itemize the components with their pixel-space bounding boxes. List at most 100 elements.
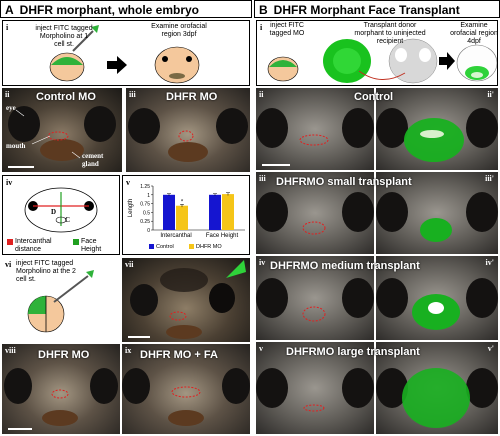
panel-a-i-number: i [6, 23, 9, 32]
category-label: Face Height [206, 233, 239, 239]
panel-a-viii: viii DHFR MO [2, 344, 120, 434]
panel-a-ix-title: DHFR MO + FA [140, 349, 218, 361]
panel-b-iii-title: DHFRMO small transplant [276, 176, 412, 188]
bar [222, 194, 234, 230]
panel-b-v-drawing [256, 368, 374, 412]
panel-b-iii-number: iii [259, 174, 266, 183]
panel-a-iii-number: iii [129, 90, 136, 99]
section-b-header: B DHFR Morphant Face Transplant [254, 0, 500, 18]
panel-b-iii-prime: iii' [376, 172, 498, 254]
panel-a-vi-number: vi [5, 260, 12, 269]
panel-a-ix-drawing [122, 368, 250, 426]
panel-a-vi-drawing [27, 270, 94, 333]
panel-a-vii-number: vii [125, 260, 134, 269]
panel-a-i: i inject FITC tagged Morpholino at 1 cel… [2, 20, 250, 86]
panel-b-i-drawing [267, 38, 497, 84]
section-a-title: DHFR morphant, whole embryo [19, 3, 200, 17]
panel-a-viii-scale-bar [8, 428, 32, 430]
panel-b-v: v [256, 342, 374, 434]
panel-a-ii-number: ii [5, 90, 10, 99]
panel-b-ii-prime: ii' [376, 88, 498, 170]
section-b-letter: B [259, 3, 268, 17]
y-tick-label: 1.25 [140, 184, 150, 190]
bar-chart: 0 0.25 0.5 0.75 1 1.25 Length Intercanthal Face … [128, 184, 245, 250]
legend-label: Control [156, 244, 174, 250]
label-eye: eye [6, 104, 16, 112]
section-a-header: A DHFR morphant, whole embryo [0, 0, 252, 18]
panel-a-vii: vii [122, 258, 250, 342]
panel-b-ii-number: ii [259, 90, 264, 99]
panel-b-iv-number: iv [259, 258, 266, 267]
significance-star: * [181, 199, 184, 205]
bar [209, 194, 221, 230]
legend-intercanthal: Intercanthal distance [15, 238, 52, 253]
panel-a-iv: iv D C Intercanthal distance Face Height [2, 175, 120, 255]
y-tick-label: 0.5 [143, 210, 150, 216]
section-a-letter: A [5, 3, 14, 17]
y-tick-label: 0.25 [140, 219, 150, 225]
panel-a-viii-title: DHFR MO [38, 349, 90, 361]
y-tick-label: 0 [147, 228, 150, 234]
panel-b-iii-prime-number: iii' [485, 174, 494, 183]
panel-a-vi: vi inject FITC tagged Morpholino at the … [2, 258, 120, 342]
panel-a-v: v 0 0.25 0.5 0.75 1 1.25 Length Intercanthal Fac… [122, 175, 250, 255]
panel-b-v-title: DHFRMO large transplant [286, 346, 420, 358]
label-cement-gland: cement gland [82, 152, 104, 168]
panel-a-ix-number: ix [125, 346, 132, 355]
panel-b-ii-prime-drawing [376, 108, 498, 162]
bar [176, 205, 188, 230]
panel-b-v-prime-number: v' [487, 344, 494, 353]
panel-a-ii: ii Control MO eye mouth cement gland [2, 88, 122, 172]
panel-a-i-inject-text: inject FITC tagged Morpholino at 1 cell … [35, 25, 93, 48]
panel-b-v-number: v [259, 344, 263, 353]
panel-b-v-prime-drawing [376, 368, 498, 428]
panel-a-vi-inject-text: inject FITC tagged Morpholino at the 2 c… [16, 260, 76, 283]
panel-b-i: i inject FITC tagged MO Transplant donor… [256, 20, 498, 86]
panel-b-iii: iii [256, 172, 374, 254]
section-b-title: DHFR Morphant Face Transplant [273, 3, 460, 17]
panel-a-iii-drawing [128, 108, 248, 162]
panel-a-ix: ix DHFR MO + FA [122, 344, 250, 434]
y-tick-label: 1 [147, 193, 150, 199]
label-d: D [51, 208, 57, 216]
panel-b-ii-scale-bar [262, 164, 290, 166]
legend-swatch [149, 244, 154, 249]
panel-a-vii-drawing [130, 260, 246, 339]
panel-a-vii-scale-bar [128, 336, 150, 338]
panel-b-ii-title: Control [354, 91, 394, 103]
panel-a-viii-number: viii [5, 346, 16, 355]
panel-a-ii-drawing [8, 106, 116, 161]
panel-a-iv-number: iv [6, 178, 13, 187]
panel-a-iv-drawing [7, 187, 98, 245]
panel-b-i-examine-text: Examine orofacial region 4dpf [450, 22, 498, 45]
panel-b-iv-prime-number: iv' [485, 258, 494, 267]
panel-a-i-examine-text: Examine orofacial region 3dpf [151, 23, 207, 38]
label-c: C [65, 216, 71, 224]
panel-a-i-drawing [49, 25, 200, 84]
panel-b-iii-drawing [256, 192, 374, 235]
panel-b-iv-title: DHFRMO medium transplant [270, 260, 420, 272]
category-label: Intercanthal [160, 233, 191, 239]
panel-b-v-prime: v' [376, 342, 498, 434]
panel-b-iii-prime-drawing [376, 192, 498, 242]
panel-b-ii-prime-number: ii' [487, 90, 494, 99]
panel-b-ii-drawing [256, 108, 374, 148]
panel-a-ii-title: Control MO [36, 91, 96, 103]
panel-b-ii: ii [256, 88, 374, 170]
panel-b-i-number: i [260, 23, 263, 32]
panel-a-iii: iii DHFR MO [126, 88, 250, 172]
panel-b-iv-drawing [256, 278, 374, 322]
bar [163, 194, 175, 230]
panel-a-viii-drawing [4, 368, 118, 426]
panel-b-iv-prime: iv' [376, 256, 498, 340]
panel-a-v-number: v [126, 178, 130, 187]
panel-a-ii-scale-bar [8, 166, 34, 168]
label-mouth: mouth [6, 142, 26, 150]
legend-face-height: Face Height [81, 238, 102, 253]
legend-swatch [189, 244, 194, 249]
panel-b-i-transplant-text: Transplant donor morphant to uninjected … [354, 22, 426, 45]
panel-b-iv: iv [256, 256, 374, 340]
panel-b-iv-prime-drawing [376, 278, 498, 330]
panel-a-iii-title: DHFR MO [166, 91, 218, 103]
legend-label: DHFR MO [196, 244, 222, 250]
